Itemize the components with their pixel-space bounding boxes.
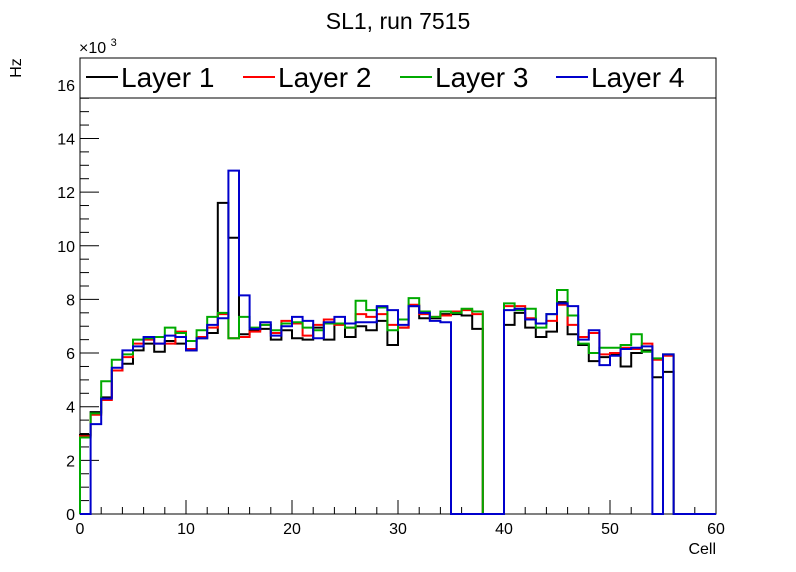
y-axis-multiplier-base: ×10 — [79, 40, 106, 57]
series-line-layer-4 — [80, 169, 716, 515]
y-tick-label: 10 — [57, 239, 75, 256]
y-tick-label: 2 — [66, 453, 75, 470]
y-tick-label: 4 — [66, 400, 75, 417]
legend-label: Layer 4 — [591, 62, 684, 93]
x-tick-label: 10 — [177, 521, 195, 538]
chart-title: SL1, run 7515 — [326, 8, 471, 34]
legend-label: Layer 1 — [121, 62, 214, 93]
legend-items: Layer 1 Layer 2 Layer 3 Layer 4 — [86, 62, 684, 93]
legend-label: Layer 2 — [278, 62, 371, 93]
y-axis-label: Hz — [8, 58, 25, 78]
x-tick-label: 60 — [707, 521, 725, 538]
legend-box — [79, 57, 717, 99]
y-axis-multiplier: ×10 3 — [79, 37, 117, 57]
x-tick-label: 20 — [283, 521, 301, 538]
y-axis-multiplier-exponent: 3 — [111, 37, 117, 49]
y-tick-label: 8 — [66, 292, 75, 309]
x-axis-label: Cell — [688, 541, 716, 558]
x-tick-label: 50 — [601, 521, 619, 538]
x-tick-label: 40 — [495, 521, 513, 538]
y-tick-label: 6 — [66, 346, 75, 363]
y-tick-label: 16 — [57, 78, 75, 95]
axis-ticks: 0 10 20 30 40 50 60 0 2 4 6 8 10 12 14 16 — [57, 57, 725, 538]
y-tick-label: 12 — [57, 185, 75, 202]
legend: Layer 1 Layer 2 Layer 3 Layer 4 — [79, 57, 717, 99]
y-tick-label: 14 — [57, 131, 75, 148]
series-layer — [79, 169, 716, 515]
x-tick-label: 30 — [389, 521, 407, 538]
legend-label: Layer 3 — [435, 62, 528, 93]
x-tick-label: 0 — [76, 521, 85, 538]
plot-frame — [79, 57, 717, 515]
y-tick-label: 0 — [66, 507, 75, 524]
series-line-layer-1 — [79, 201, 716, 515]
